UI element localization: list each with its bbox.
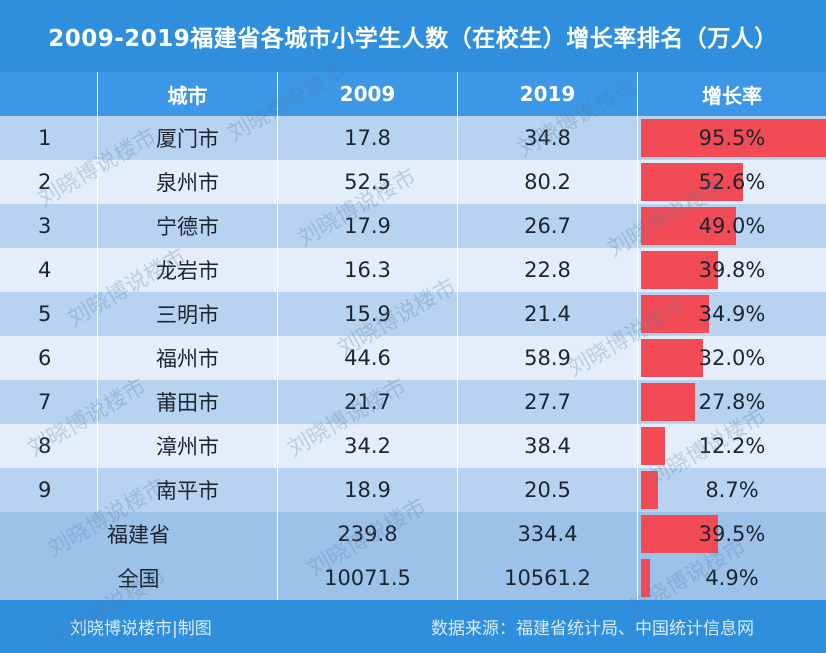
value-2019-cell: 38.4 — [458, 424, 638, 468]
rate-cell — [638, 556, 826, 600]
footer-source: 数据来源：福建省统计局、中国统计信息网 — [431, 619, 754, 639]
rate-bar-2 — [641, 163, 743, 201]
rate-label-6: 32.0% — [698, 346, 766, 370]
value-2009-cell: 15.9 — [278, 292, 458, 336]
rate-label-8: 12.2% — [698, 434, 766, 458]
table-row: 5 三明市 15.9 21.4 — [0, 292, 826, 336]
rate-bar-4 — [641, 251, 718, 289]
rate-label-5: 34.9% — [698, 302, 766, 326]
city-cell: 龙岩市 — [98, 248, 278, 292]
value-2009-cell: 16.3 — [278, 248, 458, 292]
footer: 刘晓博说楼市|制图 数据来源：福建省统计局、中国统计信息网 — [0, 605, 826, 645]
total-row: 福建省 239.8 334.4 — [0, 512, 826, 556]
rank-cell: 7 — [0, 380, 98, 424]
table-header: 城市 2009 2019 增长率 — [0, 72, 826, 116]
city-cell: 宁德市 — [98, 204, 278, 248]
value-2019-cell: 21.4 — [458, 292, 638, 336]
table-row: 9 南平市 18.9 20.5 — [0, 468, 826, 512]
rate-bar-9 — [641, 471, 658, 509]
value-2019-cell: 80.2 — [458, 160, 638, 204]
footer-credit: 刘晓博说楼市|制图 — [70, 619, 212, 639]
rate-label-7: 27.8% — [698, 390, 766, 414]
rate-label-4: 39.8% — [698, 258, 766, 282]
chart-title: 2009-2019福建省各城市小学生人数（在校生）增长率排名（万人） — [0, 0, 826, 72]
rate-bar-total-2 — [641, 559, 650, 597]
value-2019-cell: 334.4 — [458, 512, 638, 556]
total-row: 全国 10071.5 10561.2 — [0, 556, 826, 600]
rank-cell: 5 — [0, 292, 98, 336]
value-2019-cell: 27.7 — [458, 380, 638, 424]
table-row: 2 泉州市 52.5 80.2 — [0, 160, 826, 204]
value-2009-cell: 17.8 — [278, 116, 458, 160]
value-2009-cell: 17.9 — [278, 204, 458, 248]
rate-cell — [638, 424, 826, 468]
city-cell: 三明市 — [98, 292, 278, 336]
rate-label-2: 52.6% — [698, 170, 766, 194]
city-cell: 泉州市 — [98, 160, 278, 204]
header-city: 城市 — [98, 72, 278, 116]
table-row: 4 龙岩市 16.3 22.8 — [0, 248, 826, 292]
value-2009-cell: 52.5 — [278, 160, 458, 204]
table-row: 8 漳州市 34.2 38.4 — [0, 424, 826, 468]
rank-cell: 6 — [0, 336, 98, 380]
value-2019-cell: 10561.2 — [458, 556, 638, 600]
header-2009: 2009 — [278, 72, 458, 116]
rate-label-3: 49.0% — [698, 214, 766, 238]
rank-cell: 8 — [0, 424, 98, 468]
rate-cell — [638, 468, 826, 512]
value-2009-cell: 44.6 — [278, 336, 458, 380]
value-2009-cell: 239.8 — [278, 512, 458, 556]
rate-label-total-2: 4.9% — [705, 566, 759, 590]
rank-cell: 2 — [0, 160, 98, 204]
rank-cell: 1 — [0, 116, 98, 160]
value-2019-cell: 20.5 — [458, 468, 638, 512]
total-name-cell: 全国 — [0, 556, 278, 600]
value-2019-cell: 58.9 — [458, 336, 638, 380]
value-2009-cell: 34.2 — [278, 424, 458, 468]
value-2019-cell: 26.7 — [458, 204, 638, 248]
value-2009-cell: 10071.5 — [278, 556, 458, 600]
city-cell: 南平市 — [98, 468, 278, 512]
total-name-cell: 福建省 — [0, 512, 278, 556]
header-rate: 增长率 — [638, 72, 826, 116]
header-2019: 2019 — [458, 72, 638, 116]
value-2019-cell: 34.8 — [458, 116, 638, 160]
ranking-table: 城市 2009 2019 增长率 1 厦门市 17.8 34.8 95.5% 2 泉州市 52… — [0, 72, 826, 605]
rank-cell: 3 — [0, 204, 98, 248]
rate-bar-1 — [641, 119, 826, 157]
rate-bar-5 — [641, 295, 709, 333]
city-cell: 福州市 — [98, 336, 278, 380]
rate-bar-8 — [641, 427, 665, 465]
rate-bar-7 — [641, 383, 695, 421]
rank-cell: 4 — [0, 248, 98, 292]
city-cell: 厦门市 — [98, 116, 278, 160]
value-2009-cell: 21.7 — [278, 380, 458, 424]
value-2019-cell: 22.8 — [458, 248, 638, 292]
rate-label-1: 95.5% — [698, 126, 766, 150]
city-cell: 莆田市 — [98, 380, 278, 424]
header-rank — [0, 72, 98, 116]
value-2009-cell: 18.9 — [278, 468, 458, 512]
city-cell: 漳州市 — [98, 424, 278, 468]
rate-bar-3 — [641, 207, 736, 245]
rate-bar-total-1 — [641, 515, 718, 553]
rate-label-total-1: 39.5% — [698, 522, 766, 546]
rate-label-9: 8.7% — [705, 478, 759, 502]
rate-bar-6 — [641, 339, 703, 377]
rank-cell: 9 — [0, 468, 98, 512]
